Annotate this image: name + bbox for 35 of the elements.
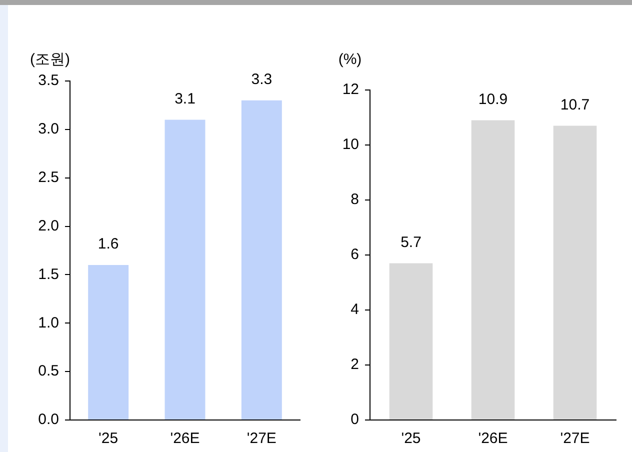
x-tick-label: '25 xyxy=(401,430,421,448)
x-tick-label: '26E xyxy=(170,430,200,448)
data-label: 5.7 xyxy=(400,234,422,251)
y-tick-label: 3.0 xyxy=(38,120,59,138)
y-tick-label: 8 xyxy=(350,191,359,208)
y-tick-label: 10 xyxy=(342,136,359,154)
x-tick-label: '27E xyxy=(246,430,276,448)
bar xyxy=(241,100,282,420)
x-tick-label: '26E xyxy=(478,430,508,448)
bar xyxy=(164,120,206,420)
y-tick-label: 0 xyxy=(350,411,359,428)
bar xyxy=(553,126,597,420)
y-tick-label: 12 xyxy=(342,81,359,98)
data-label: 3.1 xyxy=(174,90,196,108)
y-tick-label: 6 xyxy=(350,246,359,264)
bar xyxy=(88,265,129,420)
y-axis-title: (조원) xyxy=(30,51,70,68)
data-label: 3.3 xyxy=(251,71,272,88)
y-axis-title: (%) xyxy=(338,51,362,68)
y-tick-label: 2.5 xyxy=(38,169,59,186)
y-tick-label: 0.0 xyxy=(38,411,59,428)
x-tick-label: '27E xyxy=(560,430,590,448)
data-label: 1.6 xyxy=(98,236,119,253)
data-label: 10.7 xyxy=(560,96,590,114)
y-tick-label: 1.5 xyxy=(38,266,59,283)
y-tick-label: 2 xyxy=(350,356,359,374)
data-label: 10.9 xyxy=(478,90,508,108)
y-tick-label: 3.5 xyxy=(38,72,59,90)
y-tick-label: 0.5 xyxy=(38,362,59,380)
y-tick-label: 1.0 xyxy=(38,314,59,332)
y-tick-label: 4 xyxy=(350,301,359,318)
x-tick-label: '25 xyxy=(98,430,118,448)
bar xyxy=(389,263,433,420)
bar xyxy=(471,120,515,420)
y-tick-label: 2.0 xyxy=(38,217,59,234)
